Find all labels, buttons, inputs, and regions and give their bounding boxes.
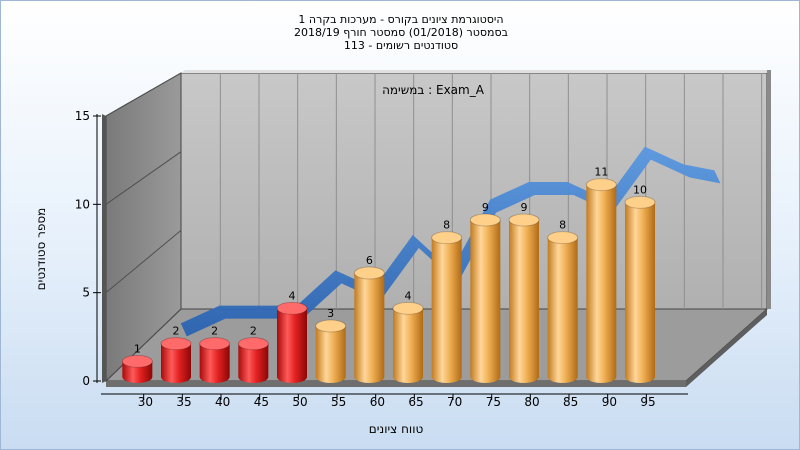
- bar-80: 9: [508, 201, 540, 383]
- y-grid-line: [105, 229, 182, 294]
- bar-55: 3: [315, 307, 347, 383]
- x-tick-label: 95: [640, 395, 655, 409]
- bar-70: 8: [431, 219, 463, 383]
- y-tick-label: 0: [82, 374, 90, 388]
- bar-top: [237, 337, 269, 351]
- chart-back-wall-top: [181, 70, 771, 73]
- bar-body: [315, 320, 346, 383]
- bar-value-label: 8: [443, 219, 450, 232]
- bar-value-label: 10: [633, 183, 647, 196]
- bar-body: [238, 337, 269, 383]
- bar-value-label: 11: [594, 166, 608, 179]
- x-tick-label: 50: [292, 395, 307, 409]
- title-line-3: 113 - סטודנטים רשומים: [343, 39, 459, 52]
- bar-30: 1: [121, 342, 153, 383]
- bar-top: [121, 354, 153, 368]
- bar-value-label: 4: [289, 289, 296, 302]
- x-tick-label: 45: [254, 395, 269, 409]
- bar-body: [393, 302, 423, 383]
- bar-value-label: 8: [559, 219, 566, 232]
- bar-60: 6: [353, 254, 385, 383]
- bar-85: 8: [547, 219, 579, 383]
- trend-ribbon: [180, 146, 721, 337]
- x-tick-label: 70: [447, 395, 462, 409]
- x-tick-label: 40: [215, 395, 230, 409]
- bar-value-label: 2: [173, 325, 180, 338]
- bar-body: [509, 214, 539, 383]
- x-tick-label: 65: [408, 395, 423, 409]
- bar-top: [547, 231, 579, 245]
- y-grid-line: [105, 308, 182, 382]
- y-axis-title: מספר סטודנטים: [34, 208, 48, 291]
- x-tick-label: 30: [138, 395, 153, 409]
- y-grid-line: [105, 72, 182, 117]
- bar-35: 2: [160, 325, 192, 383]
- x-tick-label: 75: [486, 395, 501, 409]
- bar-top: [315, 319, 347, 333]
- bar-top: [160, 337, 192, 351]
- bar-body: [586, 178, 617, 383]
- chart-floor-side: [686, 309, 767, 387]
- bar-body: [625, 196, 655, 383]
- bar-body: [431, 231, 462, 383]
- y-tick-label: 5: [82, 286, 90, 300]
- bar-90: 11: [585, 166, 617, 383]
- bar-top: [624, 195, 656, 209]
- bar-body: [161, 337, 191, 383]
- bar-value-label: 2: [250, 325, 257, 338]
- bar-top: [585, 178, 617, 192]
- bar-value-label: 4: [405, 289, 412, 302]
- bar-body: [199, 337, 230, 383]
- bar-value-label: 3: [327, 307, 334, 320]
- y-tick-label: 15: [75, 109, 90, 123]
- bar-top: [431, 231, 463, 245]
- bar-top: [508, 213, 540, 227]
- bar-value-label: 9: [482, 201, 489, 214]
- bar-top: [199, 337, 231, 351]
- bar-body: [354, 267, 385, 383]
- bar-65: 4: [392, 289, 424, 383]
- bar-value-label: 9: [521, 201, 528, 214]
- bar-45: 2: [237, 325, 269, 383]
- y-tick-label: 10: [75, 197, 90, 211]
- x-tick-label: 85: [563, 395, 578, 409]
- task-annotation: במשימה : Exam_A: [382, 83, 485, 97]
- bar-50: 4: [276, 289, 308, 383]
- bar-top: [276, 301, 308, 315]
- bar-top: [469, 213, 501, 227]
- x-tick-label: 55: [331, 395, 346, 409]
- bar-95: 10: [624, 183, 656, 383]
- bar-body: [470, 214, 501, 383]
- title-line-1: היסטוגרמת ציונים בקורס - מערכות בקרה 1: [298, 13, 504, 26]
- x-tick-label: 60: [370, 395, 385, 409]
- chart-title: היסטוגרמת ציונים בקורס - מערכות בקרה 1 ב…: [1, 13, 799, 52]
- bar-body: [547, 231, 578, 383]
- bar-value-label: 2: [211, 325, 218, 338]
- x-tick-label: 90: [602, 395, 617, 409]
- x-tick-label: 80: [524, 395, 539, 409]
- chart-back-wall-side: [767, 70, 771, 309]
- title-line-2: בסמסטר (01/2018) סמסטר חורף 2018/19: [294, 26, 508, 39]
- bar-40: 2: [199, 325, 231, 383]
- bar-body: [277, 302, 307, 383]
- bar-top: [392, 301, 424, 315]
- chart-left-wall-edge: [102, 114, 106, 383]
- bar-75: 9: [469, 201, 501, 383]
- x-axis-title: טווח ציונים: [369, 422, 424, 436]
- y-grid-line: [105, 151, 182, 205]
- x-tick-label: 35: [176, 395, 191, 409]
- bar-value-label: 1: [134, 342, 141, 355]
- bar-top: [353, 266, 385, 280]
- bar-value-label: 6: [366, 254, 373, 267]
